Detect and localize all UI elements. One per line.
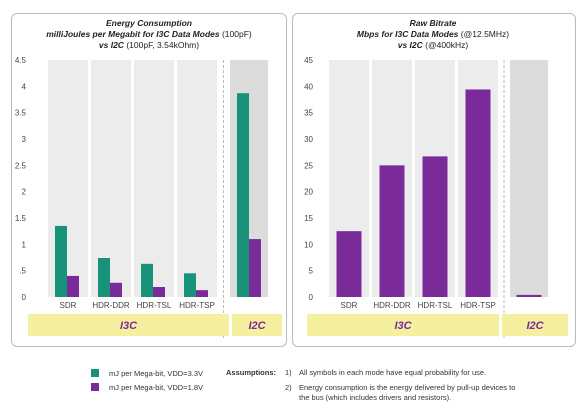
bitrate-xtick-label: HDR-TSP — [460, 301, 496, 310]
energy-column-bg — [134, 60, 174, 297]
bitrate-bar-hdr-tsl-s0 — [422, 156, 448, 297]
energy-ytick-label: 3.5 — [15, 109, 27, 118]
legend-swatch-teal — [91, 369, 99, 377]
legend-label-1v8: mJ per Mega-bit, VDD=1.8V — [109, 382, 203, 392]
energy-title-line3-note: (100pF, 3.54kOhm) — [126, 40, 200, 50]
bitrate-bar-hdr-ddr-s0 — [379, 165, 405, 297]
bitrate-title-line3-note: (@400kHz) — [425, 40, 469, 50]
bitrate-chart-title: Raw Bitrate Mbps for I3C Data Modes (@12… — [300, 18, 566, 51]
bitrate-ytick-label: 5 — [309, 267, 314, 276]
energy-ytick-label: 2.5 — [15, 161, 27, 170]
bitrate-ytick-label: 45 — [304, 56, 313, 65]
energy-bar-i2c-s0 — [237, 93, 249, 298]
energy-xtick-label: HDR-TSP — [179, 301, 215, 310]
energy-ytick-label: 1 — [22, 240, 27, 249]
bitrate-ytick-label: 30 — [304, 135, 313, 144]
bitrate-title-line3: vs I2C — [397, 40, 423, 50]
energy-i3c-band-label: I3C — [120, 320, 138, 332]
energy-xtick-label: HDR-DDR — [92, 301, 130, 310]
energy-bar-sdr-s0 — [55, 225, 67, 297]
energy-bar-hdr-ddr-s0 — [98, 258, 110, 297]
energy-column-bg — [91, 60, 131, 297]
bitrate-title-line1: Raw Bitrate — [409, 18, 457, 28]
bitrate-ytick-label: 10 — [304, 240, 313, 249]
energy-title-line3: vs I2C — [98, 40, 124, 50]
energy-xtick-label: SDR — [60, 301, 77, 310]
bitrate-title-line2: Mbps for I3C Data Modes — [356, 29, 459, 39]
energy-i3c-band — [28, 314, 229, 336]
bitrate-ytick-label: 15 — [304, 214, 313, 223]
energy-xtick-label: HDR-TSL — [137, 301, 172, 310]
energy-title-line2-note: (100pF) — [221, 29, 252, 39]
legend-item-1v8: mJ per Mega-bit, VDD=1.8V — [91, 380, 203, 394]
bitrate-i3c-band-label: I3C — [394, 320, 412, 332]
legend-label-3v3: mJ per Mega-bit, VDD=3.3V — [109, 368, 203, 378]
bitrate-i3c-band — [307, 314, 499, 336]
bitrate-title-line2-note: (@12.5MHz) — [460, 29, 510, 39]
assumptions-note: Assumptions: 1) All symbols in each mode… — [226, 368, 516, 403]
energy-i2c-band-label: I2C — [248, 320, 266, 332]
energy-i2c-band — [232, 314, 282, 336]
bitrate-bar-sdr-s0 — [336, 231, 362, 297]
energy-column-bg — [48, 60, 88, 297]
energy-ytick-label: .5 — [19, 267, 26, 276]
bitrate-bar-hdr-tsp-s0 — [465, 89, 491, 297]
bitrate-xtick-label: SDR — [341, 301, 358, 310]
energy-bar-i2c-s1 — [249, 239, 261, 297]
bitrate-i2c-band — [502, 314, 568, 336]
energy-title-line2: milliJoules per Megabit for I3C Data Mod… — [46, 29, 220, 39]
energy-ytick-label: 4.5 — [15, 56, 27, 65]
energy-title-line1: Energy Consumption — [106, 18, 192, 28]
bitrate-xtick-label: HDR-DDR — [373, 301, 411, 310]
energy-bar-hdr-ddr-s1 — [110, 282, 122, 297]
bitrate-ytick-label: 35 — [304, 109, 313, 118]
energy-column-bg — [177, 60, 217, 297]
energy-bar-hdr-tsl-s0 — [141, 263, 153, 297]
energy-ytick-label: 0 — [22, 293, 27, 302]
energy-bar-hdr-tsp-s0 — [184, 273, 196, 297]
bitrate-ytick-label: 0 — [309, 293, 314, 302]
bitrate-ytick-label: 20 — [304, 188, 313, 197]
bitrate-ytick-label: 25 — [304, 161, 313, 170]
legend: mJ per Mega-bit, VDD=3.3V mJ per Mega-bi… — [91, 366, 203, 394]
energy-ytick-label: 1.5 — [15, 214, 27, 223]
assumption-2-number: 2) — [285, 383, 292, 392]
energy-ytick-label: 4 — [22, 82, 27, 91]
legend-swatch-purple — [91, 383, 99, 391]
energy-bar-sdr-s1 — [67, 275, 79, 297]
bitrate-xtick-label: HDR-TSL — [418, 301, 453, 310]
energy-chart-title: Energy Consumption milliJoules per Megab… — [22, 18, 276, 51]
legend-item-3v3: mJ per Mega-bit, VDD=3.3V — [91, 366, 203, 380]
energy-bar-hdr-tsp-s1 — [196, 290, 208, 297]
bitrate-bar-i2c-s0 — [516, 294, 542, 297]
assumption-1-text: All symbols in each mode have equal prob… — [299, 368, 487, 377]
bitrate-i2c-band-label: I2C — [526, 320, 544, 332]
energy-ytick-label: 3 — [22, 135, 27, 144]
energy-ytick-label: 2 — [22, 188, 27, 197]
bitrate-i2c-column-bg — [510, 60, 548, 297]
bitrate-ytick-label: 40 — [304, 82, 313, 91]
assumption-1-number: 1) — [285, 368, 292, 377]
assumptions-heading: Assumptions: — [226, 368, 277, 377]
assumption-2-text: Energy consumption is the energy deliver… — [299, 383, 516, 402]
energy-bar-hdr-tsl-s1 — [153, 286, 165, 297]
